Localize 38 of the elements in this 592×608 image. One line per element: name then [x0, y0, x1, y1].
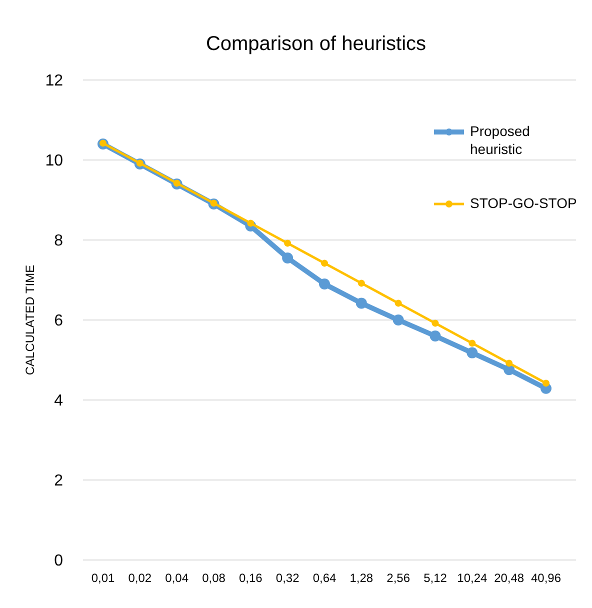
point: [468, 340, 476, 347]
x-tick-label: 0,04: [165, 571, 189, 585]
x-tick-label: 0,02: [128, 571, 152, 585]
point: [542, 380, 550, 387]
y-tick-label: 6: [54, 312, 64, 330]
x-tick-label: 0,64: [312, 571, 336, 585]
x-tick-label: 40,96: [530, 571, 562, 585]
x-tick-label: 0,32: [276, 571, 300, 585]
x-tick-label: 0,01: [91, 571, 115, 585]
x-tick-label: 5,12: [424, 571, 448, 585]
y-tick-label: 10: [45, 152, 64, 170]
point: [506, 360, 513, 367]
x-tick-label: 0,16: [238, 571, 263, 585]
point: [358, 280, 365, 287]
x-tick-label: 10,24: [457, 571, 488, 585]
point: [319, 278, 330, 290]
x-tick-label: 1,28: [350, 571, 374, 585]
point: [284, 240, 292, 247]
legend-label: STOP-GO-STOP: [470, 195, 577, 211]
legend-label: Proposed heuristic: [470, 123, 530, 157]
point: [356, 298, 367, 309]
x-tick-label: 20,48: [494, 571, 524, 585]
y-tick-label: 8: [54, 232, 64, 250]
x-tick-label: 0,08: [202, 571, 226, 585]
point: [432, 320, 439, 327]
point: [321, 260, 328, 267]
y-tick-label: 4: [54, 392, 64, 410]
point: [394, 300, 402, 307]
y-tick-label: 0: [54, 552, 64, 570]
chart-title: Comparison of heuristics: [206, 33, 426, 55]
y-tick-label: 12: [45, 72, 64, 90]
point: [430, 330, 441, 342]
x-tick-label: 2,56: [386, 571, 410, 585]
point: [466, 347, 478, 358]
point: [392, 314, 404, 326]
y-tick-label: 2: [54, 472, 64, 490]
point: [282, 252, 294, 264]
y-axis-title: CALCULATED TIME: [23, 264, 37, 376]
